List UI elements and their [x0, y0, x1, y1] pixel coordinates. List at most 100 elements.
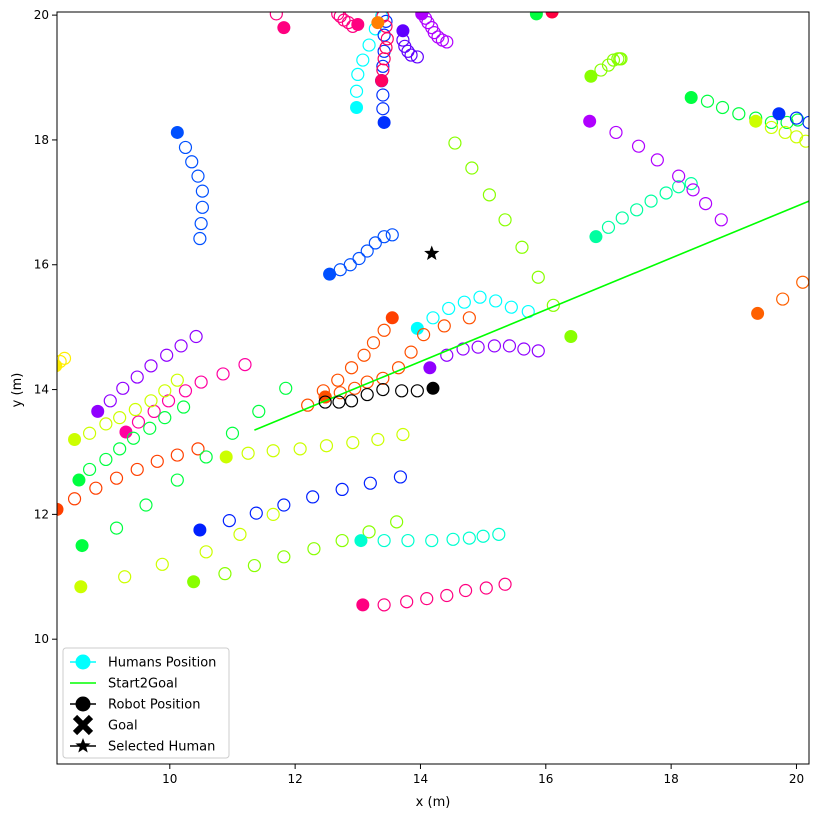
human-30-history-point [396, 427, 410, 442]
x-tick-label: 14 [413, 772, 428, 786]
human-15-history-point [630, 203, 644, 217]
human-9-history-point [343, 258, 357, 272]
human-3-position [371, 16, 385, 30]
human-36-history-point [420, 592, 434, 606]
human-1-history-point [376, 102, 390, 116]
human-32-history-point [306, 490, 320, 504]
human-23-history-point [448, 136, 462, 150]
human-30-history-point [266, 444, 280, 458]
human-16-history-point [686, 183, 700, 197]
human-14-history-point [531, 344, 545, 358]
human-31-history-point [199, 450, 213, 464]
human-8-history-point [195, 200, 209, 214]
x-tick-label: 12 [287, 772, 302, 786]
y-tick-label: 14 [34, 383, 49, 397]
human-21-position [529, 12, 543, 21]
human-16-history-point [672, 169, 686, 183]
human-35-history-point [377, 533, 391, 548]
human-28-history-point [158, 411, 172, 425]
human-27-history-point [144, 394, 158, 408]
human-1-history-point [377, 28, 391, 42]
human-2-position [375, 74, 389, 88]
human-5-position [396, 24, 410, 38]
human-13-history-point [437, 319, 451, 333]
human-26-history-point [174, 339, 188, 353]
human-5-history-point [410, 50, 424, 64]
human-36-history-point [400, 595, 414, 609]
human-9-history-point [368, 236, 382, 250]
human-6-position [415, 12, 429, 21]
human-7-history-point [269, 12, 283, 21]
robot-history-point [318, 395, 332, 409]
human-30-history-point [241, 446, 255, 460]
y-tick-label: 12 [34, 507, 49, 521]
human-30-history-point [319, 439, 334, 453]
human-2-history-point [379, 40, 393, 55]
human-35-history-point [446, 532, 460, 546]
human-33-history-point [247, 558, 261, 573]
human-27-history-point [113, 411, 127, 425]
human-28-history-point [176, 400, 191, 414]
legend-item: Robot Position [70, 696, 200, 713]
human-33-history-point [362, 525, 376, 539]
human-10-history-point [504, 300, 518, 314]
x-axis-label: x (m) [416, 795, 451, 810]
human-9-position [323, 267, 337, 281]
human-29-history-point [89, 481, 103, 495]
human-29-history-point [109, 471, 124, 485]
human-13-history-point [348, 381, 362, 395]
start2goal-line [254, 200, 809, 431]
human-4-history-point [333, 12, 347, 23]
human-31-history-point [109, 521, 124, 535]
robot-history-point [395, 384, 409, 398]
human-12-history-point [331, 373, 345, 387]
human-8-position [170, 125, 184, 139]
human-9-history-point [385, 228, 399, 242]
human-26-history-point [144, 359, 158, 373]
human-25-position [119, 425, 133, 439]
human-27-history-point [99, 417, 113, 431]
legend-item: Goal [72, 714, 138, 736]
human-15-history-point [615, 211, 629, 225]
human-25-history-point [194, 375, 208, 389]
human-15-history-point [644, 194, 658, 208]
human-36-history-point [498, 577, 512, 591]
legend-label: Goal [108, 719, 138, 734]
human-20-history-point [789, 111, 804, 125]
legend-circle-marker [75, 654, 91, 670]
human-23-history-point [515, 240, 529, 254]
human-16-history-point [631, 139, 646, 153]
x-tick-label: 20 [789, 772, 804, 786]
human-1-history-point [376, 59, 390, 73]
human-12-history-point [377, 323, 391, 337]
human-0-history-point [349, 84, 364, 98]
human-23-history-point [482, 188, 496, 202]
human-17-history-point [614, 52, 628, 66]
human-29-history-point [130, 462, 144, 477]
robot-history-point [410, 384, 424, 398]
human-0-position [350, 100, 364, 114]
human-19-history-point [799, 134, 809, 148]
human-31-history-point [139, 498, 153, 512]
legend-star-marker [75, 738, 91, 753]
human-37-position [57, 359, 63, 373]
selected-human-star [424, 245, 440, 260]
human-14-position [423, 361, 437, 375]
human-34-history-point [155, 557, 169, 571]
human-31-history-point [279, 381, 293, 395]
human-33-history-point [390, 515, 404, 529]
human-29-history-point [150, 454, 164, 468]
human-15-history-point [659, 186, 673, 200]
human-30-history-point [371, 432, 385, 447]
human-9-history-point [377, 230, 391, 244]
human-27-history-point [128, 402, 142, 417]
human-9-history-point [352, 251, 366, 266]
human-37-history-point [57, 351, 72, 365]
human-25-history-point [178, 384, 193, 398]
human-29-history-point [191, 442, 205, 456]
human-8-history-point [185, 155, 199, 169]
robot-history-point [376, 382, 390, 397]
human-29-history-point [67, 492, 82, 506]
legend-label: Humans Position [108, 656, 216, 671]
legend-box [62, 647, 230, 759]
